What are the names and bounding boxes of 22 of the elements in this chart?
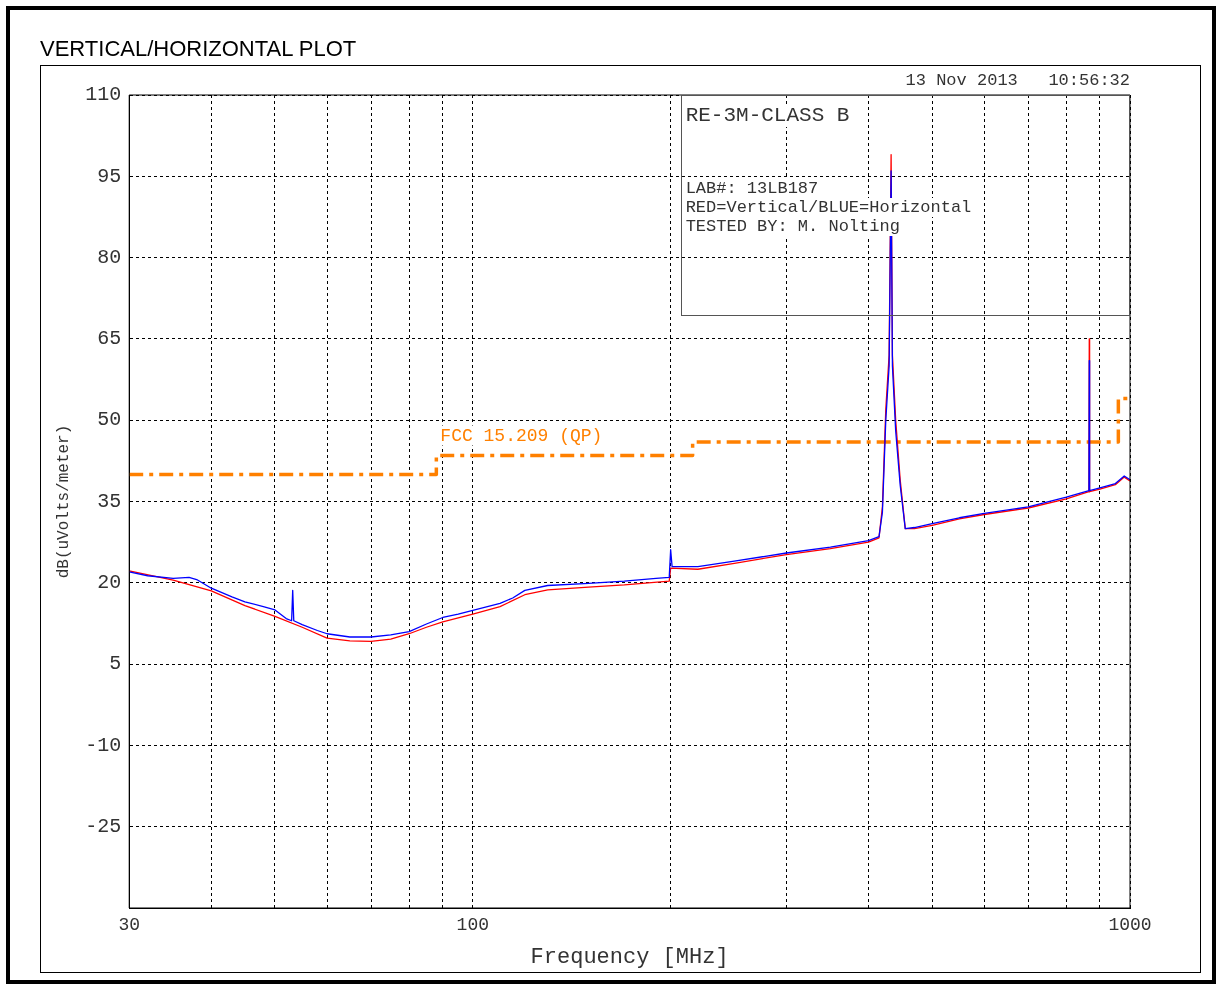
series-label: FCC 15.209 (QP) [440, 426, 603, 447]
y-tick-label: 95 [97, 164, 122, 188]
y-axis-title: dB(uVolts/meter) [54, 424, 73, 579]
y-tick-label: 35 [97, 489, 122, 513]
x-tick-label: 100 [456, 914, 490, 935]
y-tick-label: -25 [85, 815, 122, 838]
text: 13 Nov 2013 10:56:32 [905, 71, 1130, 90]
x-tick-label: 30 [118, 914, 141, 935]
annotation: RED=Vertical/BLUE=Horizontal [685, 198, 972, 217]
x-axis-title: Frequency [MHz] [530, 944, 729, 970]
y-tick-label: 110 [85, 83, 122, 107]
y-tick-label: -10 [85, 733, 122, 757]
y-tick-label: 20 [97, 571, 122, 595]
x-tick-label: 1000 [1108, 914, 1152, 935]
y-tick-label: 50 [97, 408, 122, 432]
annotation: RE-3M-CLASS B [685, 104, 850, 127]
chart-title: VERTICAL/HORIZONTAL PLOT [40, 36, 357, 62]
y-tick-label: 5 [109, 652, 122, 676]
annotation: TESTED BY: M. Nolting [685, 217, 900, 236]
y-tick-label: 65 [97, 327, 122, 351]
annotation: LAB#: 13LB187 [685, 179, 819, 198]
y-tick-label: 80 [97, 245, 122, 269]
